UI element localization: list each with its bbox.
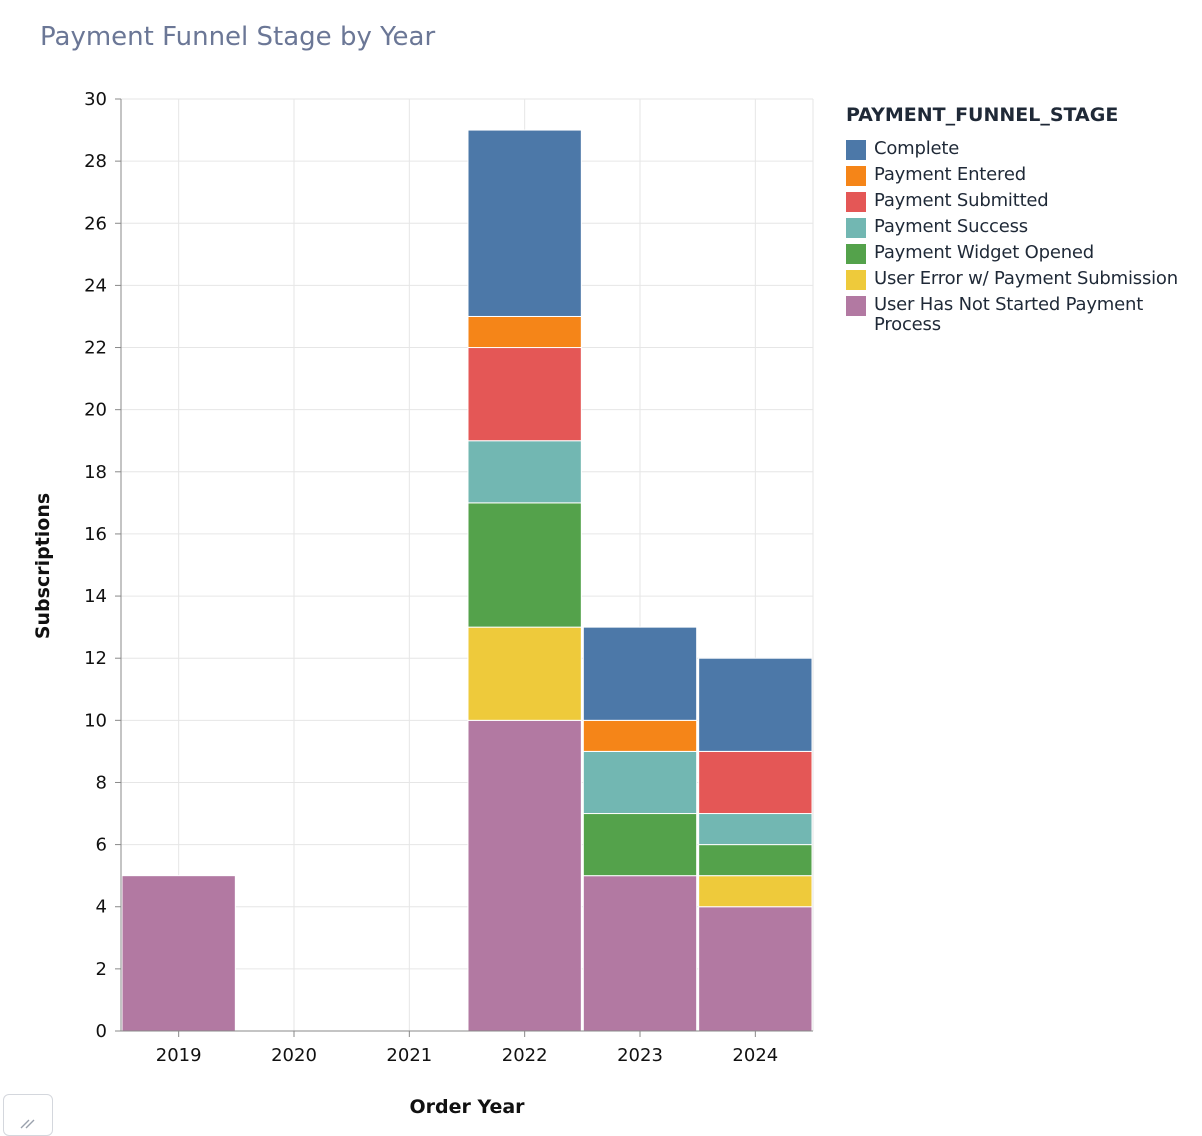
- legend-label: User Has Not Started Payment Process: [874, 294, 1144, 335]
- legend-item[interactable]: Complete: [846, 139, 1198, 160]
- x-tick-label: 2019: [156, 1045, 202, 1066]
- legend-swatch: [846, 140, 866, 160]
- y-tick-label: 10: [84, 710, 107, 731]
- x-axis-label: Order Year: [409, 1096, 525, 1118]
- y-tick-label: 26: [84, 213, 107, 234]
- x-tick-label: 2021: [386, 1045, 432, 1066]
- bar-segment[interactable]: [698, 813, 813, 846]
- y-tick-label: 30: [84, 89, 107, 110]
- y-tick-label: 20: [84, 400, 107, 421]
- y-axis-label: Subscriptions: [32, 493, 54, 639]
- bar-segment[interactable]: [582, 875, 698, 1032]
- legend-item[interactable]: Payment Widget Opened: [846, 243, 1198, 264]
- y-tick-label: 22: [84, 338, 107, 359]
- x-tick-label: 2022: [502, 1045, 548, 1066]
- bar-segment[interactable]: [698, 875, 813, 908]
- legend-item[interactable]: User Error w/ Payment Submission: [846, 269, 1198, 290]
- bar-segment[interactable]: [121, 875, 236, 1032]
- y-tick-label: 2: [96, 959, 107, 980]
- legend-label: Payment Success: [874, 216, 1028, 237]
- legend-swatch: [846, 218, 866, 238]
- bar-segment[interactable]: [698, 657, 813, 752]
- bar-segment[interactable]: [582, 719, 698, 752]
- y-tick-label: 8: [96, 772, 107, 793]
- x-tick-label: 2020: [271, 1045, 317, 1066]
- legend-item[interactable]: Payment Submitted: [846, 191, 1198, 212]
- legend-swatch: [846, 192, 866, 212]
- bar-segment[interactable]: [467, 129, 582, 317]
- chart-title: Payment Funnel Stage by Year: [40, 22, 436, 52]
- bar-segment[interactable]: [582, 813, 698, 877]
- bar-segment[interactable]: [467, 347, 582, 442]
- bar-segment[interactable]: [698, 750, 813, 815]
- y-tick-label: 28: [84, 151, 107, 172]
- bar-segment[interactable]: [467, 315, 582, 349]
- y-tick-label: 16: [84, 524, 107, 545]
- bar-segment[interactable]: [467, 626, 582, 721]
- legend-item[interactable]: Payment Entered: [846, 165, 1198, 186]
- legend-swatch: [846, 166, 866, 186]
- legend-item[interactable]: Payment Success: [846, 217, 1198, 238]
- bar-segment[interactable]: [467, 502, 582, 628]
- x-tick-label: 2023: [617, 1045, 663, 1066]
- bars: [121, 129, 813, 1032]
- bar-segment[interactable]: [698, 906, 813, 1032]
- legend-title: PAYMENT_FUNNEL_STAGE: [846, 104, 1119, 126]
- y-tick-label: 12: [84, 648, 107, 669]
- y-tick-label: 18: [84, 462, 107, 483]
- legend-swatch: [846, 270, 866, 290]
- legend-swatch: [846, 244, 866, 264]
- bar-segment[interactable]: [582, 626, 698, 721]
- legend-swatch: [846, 296, 866, 316]
- y-tick-label: 6: [96, 835, 107, 856]
- y-tick-label: 0: [96, 1021, 107, 1042]
- bar-segment[interactable]: [467, 719, 582, 1032]
- legend-items: Complete Payment Entered Payment Submitted…: [846, 139, 1198, 335]
- legend: PAYMENT_FUNNEL_STAGE Complete Payment Ent…: [846, 104, 1198, 340]
- x-tick-label: 2024: [732, 1045, 778, 1066]
- legend-label: Complete: [874, 138, 960, 159]
- legend-label: Payment Submitted: [874, 190, 1049, 211]
- y-tick-label: 14: [84, 586, 107, 607]
- y-tick-label: 4: [96, 897, 107, 918]
- legend-label: Payment Entered: [874, 164, 1026, 185]
- legend-label: Payment Widget Opened: [874, 242, 1095, 263]
- legend-label: User Error w/ Payment Submission: [874, 268, 1178, 289]
- legend-item[interactable]: User Has Not Started Payment Process: [846, 295, 1198, 335]
- bar-segment[interactable]: [698, 844, 813, 877]
- y-tick-label: 24: [84, 275, 107, 296]
- resize-grip-icon: [20, 1119, 35, 1129]
- collapse-handle[interactable]: [3, 1094, 53, 1136]
- bar-segment[interactable]: [467, 440, 582, 504]
- bar-segment[interactable]: [582, 750, 698, 815]
